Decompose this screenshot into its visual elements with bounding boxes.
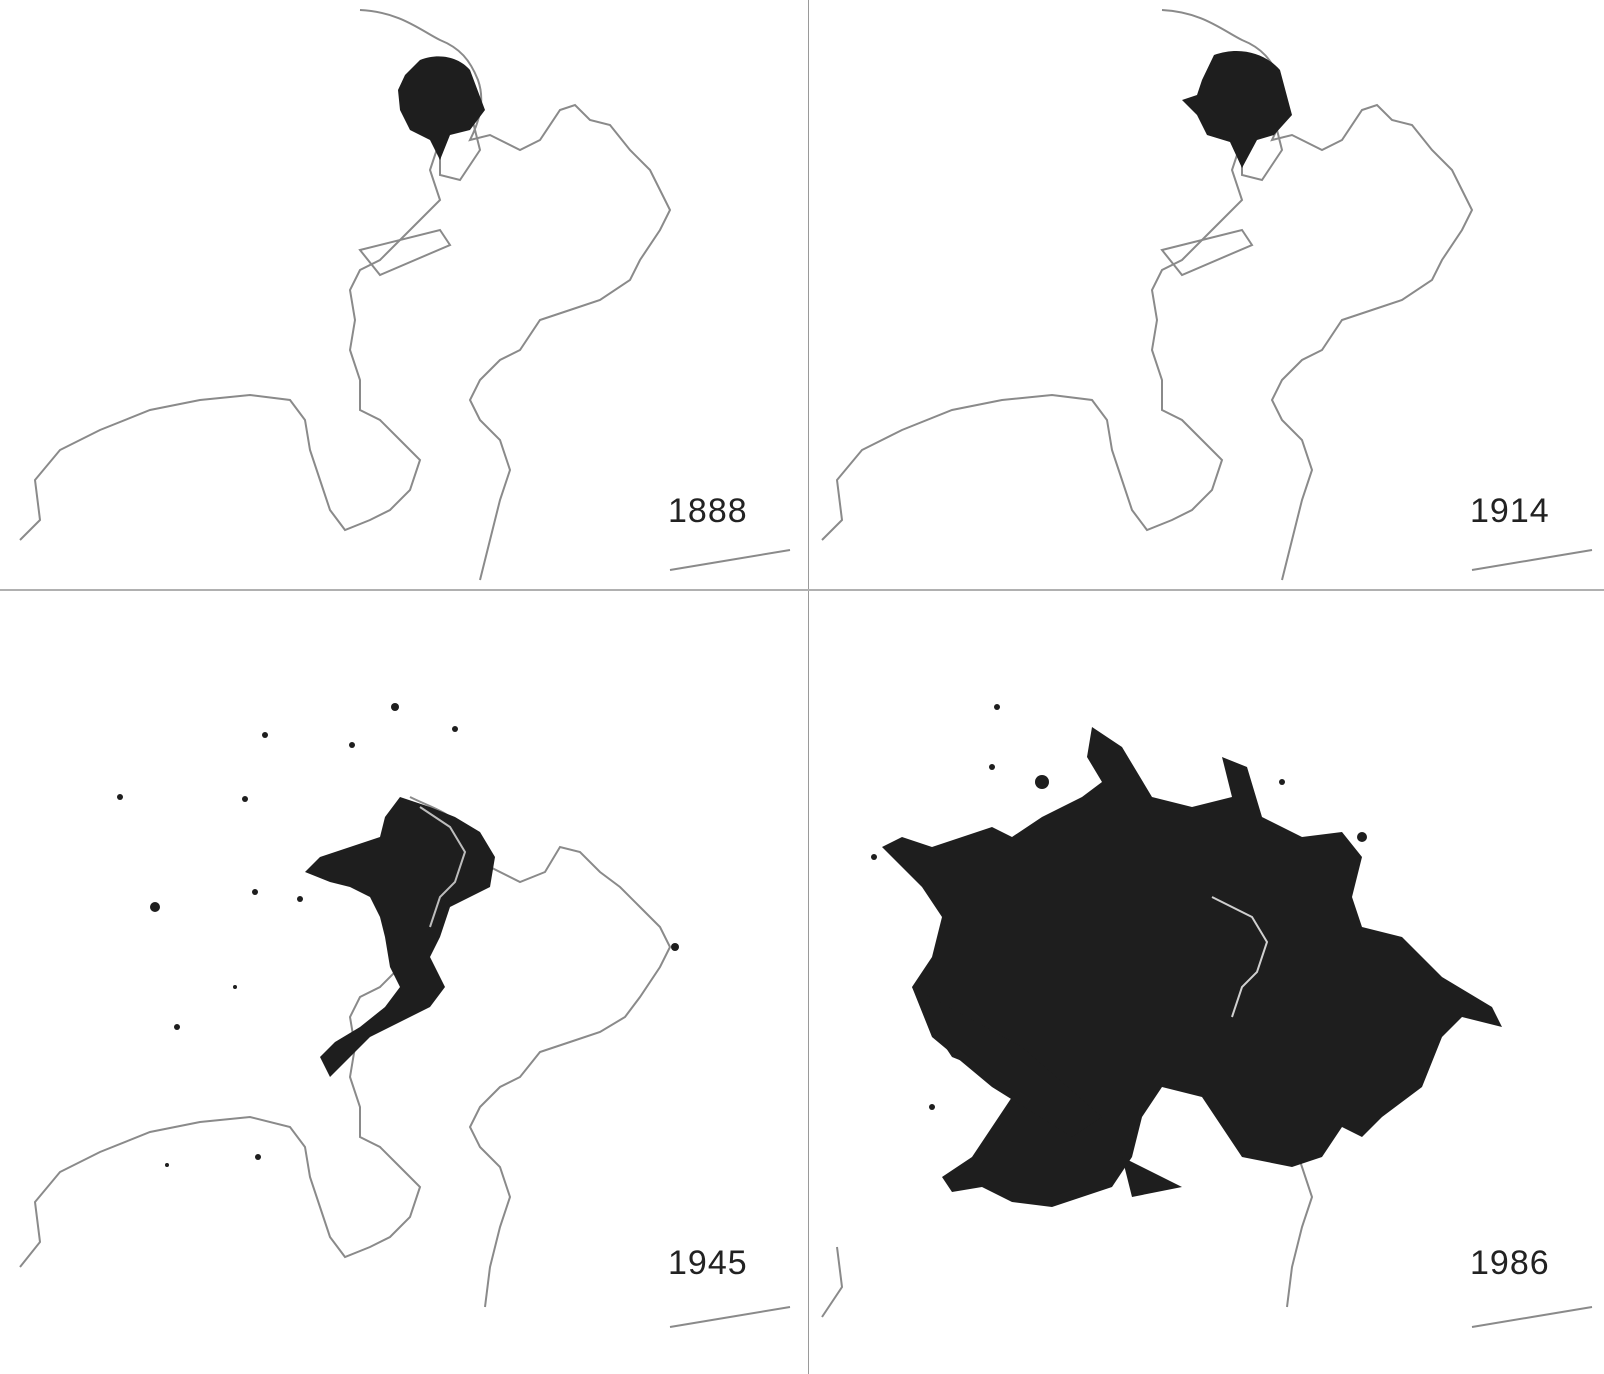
urban-area — [117, 703, 679, 1167]
map-1914 — [821, 9, 1593, 581]
map-panel-1945: 1945 — [0, 687, 802, 1374]
urban-patch — [255, 1154, 261, 1160]
coastline-fragment — [669, 549, 791, 571]
urban-area — [398, 56, 485, 160]
urban-core — [882, 727, 1502, 1207]
urban-patch — [929, 1104, 935, 1110]
urban-arm — [912, 987, 1102, 1137]
urban-patch — [1314, 1146, 1320, 1152]
year-label: 1945 — [668, 1244, 748, 1282]
bay-west-shore — [821, 139, 1244, 541]
urban-area — [1182, 50, 1292, 168]
urban-patch — [452, 726, 458, 732]
map-1888 — [19, 9, 791, 581]
urban-patch — [1035, 775, 1049, 789]
urban-patch — [297, 896, 303, 902]
urban-patch — [1357, 832, 1367, 842]
urban-core — [305, 797, 495, 1077]
river-line — [419, 806, 467, 928]
urban-patch — [871, 854, 877, 860]
river — [1211, 896, 1269, 1018]
river — [419, 806, 467, 928]
urban-patch — [233, 985, 237, 989]
port-district — [358, 228, 452, 277]
map-1986 — [821, 704, 1593, 1328]
urban-patch — [150, 902, 160, 912]
coastline-fragment — [1471, 549, 1593, 571]
map-panel-1986: 1986 — [802, 687, 1604, 1374]
urban-patch — [994, 704, 1000, 710]
bay-west-shore — [19, 866, 442, 1268]
year-label: 1986 — [1470, 1244, 1550, 1282]
panel-divider-vertical — [808, 0, 809, 1374]
urban-arm — [1122, 1157, 1182, 1197]
urban-area — [871, 704, 1502, 1207]
map-panel-1914: 1914 — [802, 0, 1604, 687]
urban-patch — [989, 764, 995, 770]
urban-patch — [242, 796, 248, 802]
bay-west-shore — [19, 139, 442, 541]
urban-patch — [174, 1024, 180, 1030]
bay-west-shore — [821, 1246, 844, 1318]
map-panel-1888: 1888 — [0, 0, 802, 687]
river-line — [1211, 896, 1269, 1018]
urban-patch — [391, 703, 399, 711]
urban-patch — [262, 732, 268, 738]
map-1945 — [19, 703, 791, 1328]
urban-patch — [349, 742, 355, 748]
year-label: 1888 — [668, 492, 748, 530]
urban-patch — [117, 794, 123, 800]
port-district — [1160, 228, 1254, 277]
urban-patch — [252, 889, 258, 895]
urban-patch — [671, 943, 679, 951]
year-label: 1914 — [1470, 492, 1550, 530]
urban-patch — [1279, 779, 1285, 785]
urban-patch — [165, 1163, 169, 1167]
bay-east-shore — [359, 9, 672, 581]
coastline-fragment — [669, 1306, 791, 1328]
panel-divider-horizontal — [0, 589, 1604, 591]
coastline-fragment — [1471, 1306, 1593, 1328]
coastline — [821, 1106, 1593, 1328]
